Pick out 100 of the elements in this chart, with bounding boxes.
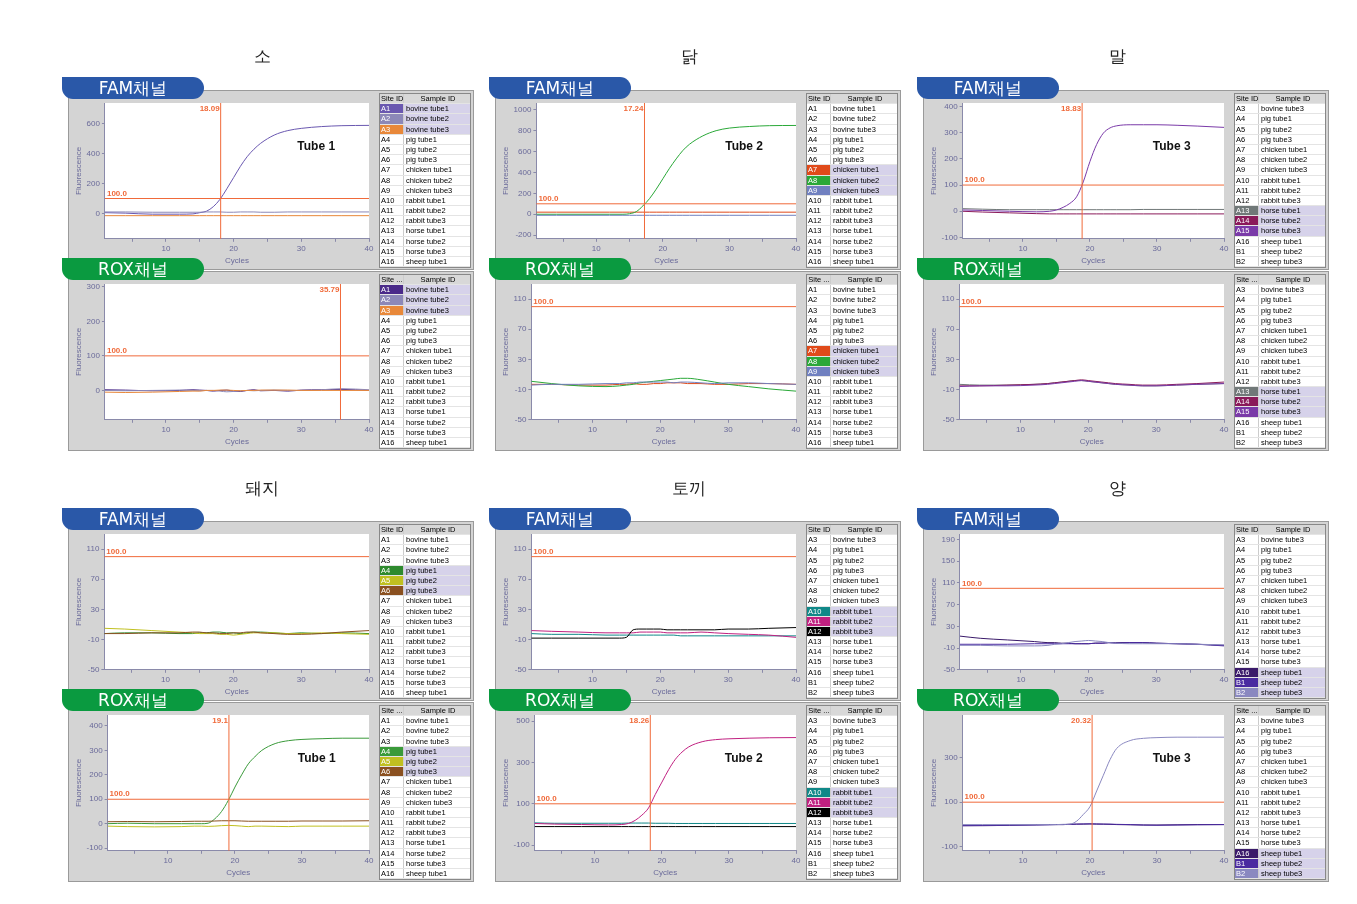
y-axis-title: Fluorescence: [501, 327, 510, 376]
x-axis-title: Cycles: [1081, 868, 1106, 878]
chart-subtitle: ROX채널: [62, 258, 204, 280]
x-axis-title: Cycles: [224, 437, 249, 447]
y-axis-title: Fluorescence: [929, 758, 938, 807]
x-tick-label: 40: [364, 855, 374, 865]
y-axis-title: Fluorescence: [74, 577, 83, 626]
x-tick-label: 10: [1015, 424, 1026, 434]
ref-line-label: 18.09: [199, 104, 221, 114]
y-tick-label: 300: [944, 127, 959, 137]
chart-subtitle: ROX채널: [489, 689, 631, 711]
x-tick-label: 30: [724, 243, 735, 253]
x-tick-label: 10: [160, 674, 171, 684]
x-tick-label: 10: [591, 243, 602, 253]
x-tick-label: 20: [1085, 243, 1095, 253]
x-tick-label: 40: [1219, 243, 1229, 253]
x-tick-label: 30: [1152, 855, 1162, 865]
chart-title: 말: [1107, 45, 1127, 68]
y-tick-label: 0: [953, 206, 959, 216]
x-tick-label: 20: [1085, 855, 1095, 865]
chart-title: 양: [1107, 477, 1127, 500]
chart-subtitle: ROX채널: [489, 258, 631, 280]
y-tick-label: 110: [513, 294, 527, 304]
x-tick-label: 20: [228, 674, 239, 684]
y-tick-label: 70: [517, 324, 527, 334]
x-axis-title: Cycles: [653, 868, 678, 878]
y-tick-label: 100: [86, 351, 101, 361]
x-tick-label: 30: [723, 424, 734, 434]
y-tick-label: -10: [942, 384, 955, 394]
ref-line-label: 20.32: [1071, 716, 1092, 726]
x-tick-label: 30: [297, 855, 307, 865]
y-tick-label: 300: [944, 752, 959, 762]
y-tick-label: 400: [89, 721, 104, 731]
x-tick-label: 20: [229, 243, 239, 253]
x-tick-label: 20: [1083, 424, 1094, 434]
y-tick-label: 30: [517, 354, 527, 364]
ref-line-label: 100.0: [961, 296, 982, 306]
x-axis-title: Cycles: [654, 256, 679, 266]
y-tick-label: 30: [517, 604, 527, 614]
y-tick-label: 1000: [513, 104, 532, 114]
chart-title: 돼지: [244, 477, 280, 500]
ref-line-label: 100.0: [533, 296, 554, 306]
y-tick-label: 110: [942, 578, 956, 588]
y-tick-label: 70: [945, 324, 955, 334]
x-tick-label: 20: [657, 855, 667, 865]
y-axis-title: Fluorescence: [501, 146, 510, 195]
x-tick-label: 40: [791, 674, 801, 684]
y-tick-label: -10: [514, 384, 527, 394]
annotation: Tube 1: [297, 750, 336, 765]
y-axis-title: Fluorescence: [501, 758, 510, 807]
y-axis-title: Fluorescence: [929, 327, 938, 376]
ref-line-label: 19.1: [212, 716, 229, 726]
y-tick-label: -100: [86, 843, 104, 853]
y-tick-label: 150: [941, 556, 956, 566]
y-tick-label: 200: [86, 316, 101, 326]
y-tick-label: 0: [95, 385, 101, 395]
y-axis-title: Fluorescence: [501, 577, 510, 626]
annotation: Tube 1: [297, 138, 336, 153]
y-axis-title: Fluorescence: [74, 758, 83, 807]
x-axis-title: Cycles: [1079, 687, 1104, 697]
annotation: Tube 2: [725, 138, 764, 153]
annotation: Tube 2: [724, 750, 763, 765]
y-tick-label: -50: [514, 415, 527, 424]
x-axis-title: Cycles: [651, 437, 676, 447]
chart-subtitle: ROX채널: [917, 689, 1059, 711]
y-axis-title: Fluorescence: [929, 146, 938, 195]
chart-title: 토끼: [671, 477, 707, 500]
y-tick-label: -50: [514, 665, 527, 674]
y-tick-label: 0: [526, 209, 532, 219]
chart-subtitle: FAM채널: [62, 508, 204, 530]
y-tick-label: 70: [90, 574, 100, 584]
y-tick-label: -50: [942, 415, 955, 424]
chart-subtitle: FAM채널: [917, 77, 1059, 99]
x-axis-title: Cycles: [226, 868, 251, 878]
y-tick-label: -100: [513, 840, 531, 850]
y-tick-label: 200: [944, 154, 959, 164]
y-tick-label: 600: [518, 146, 532, 156]
x-tick-label: 10: [163, 855, 173, 865]
y-axis-title: Fluorescence: [74, 146, 83, 195]
chart-subtitle: FAM채널: [62, 77, 204, 99]
x-tick-label: 20: [229, 424, 239, 434]
x-tick-label: 30: [1151, 674, 1162, 684]
chart-subtitle: FAM채널: [489, 77, 631, 99]
y-tick-label: -200: [515, 230, 532, 240]
y-tick-label: 110: [941, 294, 955, 304]
x-axis-title: Cycles: [224, 687, 249, 697]
y-tick-label: -10: [514, 634, 527, 644]
y-tick-label: 300: [86, 281, 101, 291]
x-tick-label: 30: [723, 674, 734, 684]
y-tick-label: 100: [89, 794, 104, 804]
y-tick-label: -50: [87, 665, 100, 674]
ref-line-label: 100.0: [536, 794, 558, 804]
y-tick-label: -10: [87, 634, 100, 644]
y-tick-label: -10: [943, 643, 956, 653]
y-tick-label: 30: [946, 621, 956, 631]
y-tick-label: 110: [86, 544, 100, 554]
x-tick-label: 10: [587, 424, 598, 434]
y-tick-label: 600: [86, 119, 101, 129]
y-tick-label: 100: [944, 180, 959, 190]
ref-line-label: 100.0: [106, 546, 127, 556]
